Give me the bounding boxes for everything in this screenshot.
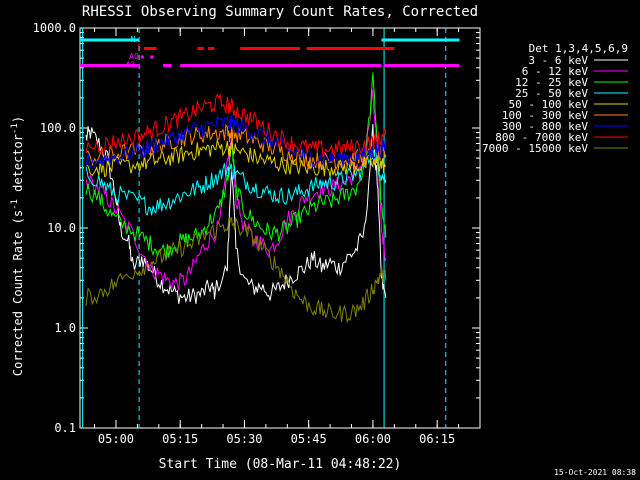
legend-label: 3 - 6 keV	[528, 54, 588, 67]
series-line	[85, 114, 387, 169]
series-line	[85, 92, 387, 159]
y-tick-label: 0.1	[54, 421, 76, 435]
legend-label: 7000 - 15000 keV	[482, 142, 588, 155]
x-tick-label: 06:00	[355, 432, 391, 446]
series-line	[85, 123, 387, 304]
axes-frame	[79, 27, 481, 429]
chart-ylabel: Corrected Count Rate (s-1 detector-1)	[10, 116, 25, 376]
chart-xlabel: Start Time (08-Mar-11 04:48:22)	[159, 457, 402, 472]
series-line	[85, 89, 387, 291]
series-line	[85, 72, 387, 260]
legend-label: 6 - 12 keV	[522, 65, 589, 78]
legend-label: 12 - 25 keV	[515, 76, 588, 89]
state-bar-label: A1	[126, 61, 136, 70]
series-line	[85, 216, 387, 324]
legend-label: 25 - 50 keV	[515, 87, 588, 100]
series-line	[85, 123, 387, 172]
y-tick-label: 1.0	[54, 321, 76, 335]
legend-label: 800 - 7000 keV	[495, 131, 588, 144]
y-tick-label: 10.0	[47, 221, 76, 235]
series-line	[85, 147, 387, 216]
x-tick-label: 06:15	[419, 432, 455, 446]
plot-area: 0.1 1.0 10.0 100.0 1000.0 05:00 05:15 05:30 05:4…	[33, 21, 481, 446]
state-bar-label: N	[131, 35, 136, 44]
state-bar-label: F	[137, 44, 142, 53]
y-tick-label: 100.0	[40, 121, 76, 135]
legend-label: 50 - 100 keV	[509, 98, 589, 111]
x-tick-label: 05:45	[291, 432, 327, 446]
chart-title: RHESSI Observing Summary Count Rates, Co…	[82, 4, 478, 20]
x-tick-label: 05:15	[162, 432, 198, 446]
x-tick-label: 05:00	[98, 432, 134, 446]
timestamp: 15-Oct-2021 08:38	[554, 468, 636, 477]
y-tick-label: 1000.0	[33, 21, 76, 35]
legend-label: 300 - 800 keV	[502, 120, 588, 133]
state-bar-label: A0	[129, 52, 139, 61]
x-tick-label: 05:30	[226, 432, 262, 446]
legend-label: 100 - 300 keV	[502, 109, 588, 122]
legend-title: Det 1,3,4,5,6,9	[529, 42, 628, 55]
